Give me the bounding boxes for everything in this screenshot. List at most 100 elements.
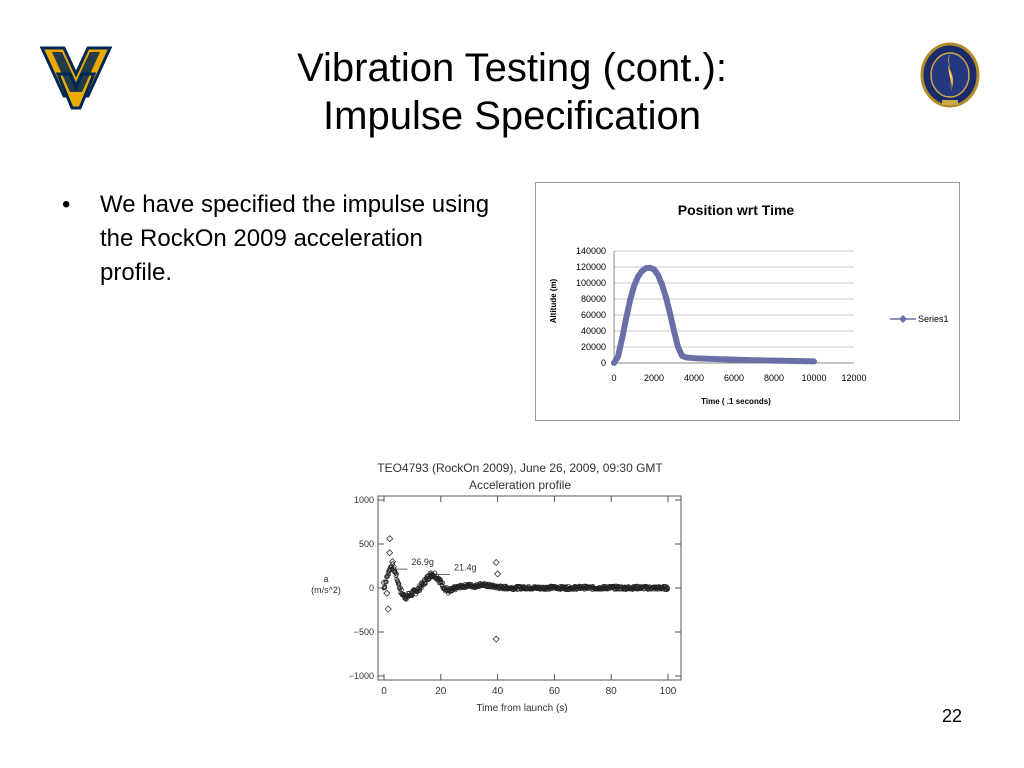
data-point (407, 593, 412, 598)
data-point (439, 582, 445, 588)
chart-subtitle: Acceleration profile (469, 478, 571, 492)
annotation-label: 21.4g (454, 562, 477, 572)
outlier-point (383, 589, 391, 597)
data-point (771, 357, 777, 364)
legend-label: Series1 (918, 314, 949, 324)
data-point (791, 358, 797, 364)
x-tick-label: 6000 (724, 373, 744, 383)
x-tick-label: 100 (660, 686, 677, 697)
title-line-2: Impulse Specification (323, 94, 701, 138)
series-line (611, 264, 817, 366)
x-tick-label: 80 (606, 686, 618, 697)
data-point (655, 272, 661, 278)
data-point (631, 283, 637, 290)
data-point (643, 265, 649, 272)
x-tick-label: 2000 (644, 373, 664, 383)
axis-ticks (378, 496, 681, 680)
x-tick-label: 12000 (841, 373, 866, 383)
data-point (627, 297, 633, 304)
slide-title: Vibration Testing (cont.): Impulse Speci… (150, 44, 874, 140)
outlier-point (388, 558, 397, 566)
x-tick-labels: 0 2000 4000 6000 8000 10000 12000 (611, 373, 866, 383)
data-point (611, 360, 617, 366)
data-point (659, 281, 665, 288)
data-point (811, 358, 817, 365)
page-number: 22 (941, 706, 962, 726)
bullet-symbol: • (62, 191, 71, 218)
outlier-point (380, 579, 388, 587)
y-tick-label: 500 (359, 539, 374, 549)
y-tick-label: 40000 (581, 326, 606, 336)
x-tick-label: 4000 (684, 373, 704, 383)
data-point (691, 355, 697, 362)
data-point (394, 571, 399, 577)
data-point (651, 266, 657, 273)
chart-title: Position wrt Time (678, 202, 795, 218)
outlier-point (492, 635, 500, 643)
data-point (731, 356, 737, 363)
y-tick-label: −500 (354, 627, 374, 637)
data-point (396, 581, 402, 587)
data-points (380, 535, 671, 643)
data-point (419, 585, 424, 591)
data-point (711, 356, 717, 362)
x-axis-label: Time ( .1 seconds) (701, 397, 771, 406)
data-point (619, 336, 625, 342)
y-tick-label: 120000 (576, 262, 606, 272)
y-tick-label: 0 (369, 583, 374, 593)
peak-annotations: 26.9g 21.4g (389, 557, 477, 575)
x-tick-label: 0 (611, 373, 616, 383)
y-tick-label: 0 (601, 358, 606, 368)
x-axis-label: Time from launch (s) (476, 703, 567, 714)
nasa-space-grant-seal-icon (920, 42, 980, 108)
data-point (394, 577, 399, 582)
data-point (635, 273, 641, 280)
data-point (665, 586, 671, 591)
chart-title: TEO4793 (RockOn 2009), June 26, 2009, 09… (377, 461, 663, 475)
position-chart: Position wrt Time 0 20000 40000 60000 80000 1… (535, 182, 960, 421)
y-tick-labels: 1000 500 0 −500 −1000 (349, 495, 374, 681)
y-tick-label: −1000 (349, 671, 374, 681)
outlier-point (386, 535, 394, 543)
y-axis-label: Altitude (m) (549, 278, 558, 323)
title-line-1: Vibration Testing (cont.): (297, 46, 727, 90)
data-point (615, 353, 621, 360)
chart-legend: Series1 (890, 314, 949, 324)
y-tick-labels: 0 20000 40000 60000 80000 100000 120000 140000 (576, 246, 606, 368)
annotation-label: 26.9g (411, 557, 434, 567)
x-tick-label: 0 (381, 686, 387, 697)
wv-logo-icon (39, 44, 113, 112)
data-point (751, 357, 757, 364)
data-point (398, 585, 403, 591)
data-point (390, 561, 395, 566)
x-tick-labels: 0 20 40 60 80 100 (381, 686, 677, 697)
data-point (393, 570, 399, 576)
data-point (396, 580, 401, 586)
x-tick-label: 8000 (764, 373, 784, 383)
y-tick-label: 80000 (581, 294, 606, 304)
data-point (623, 316, 629, 322)
y-axis-unit: (m/s^2) (311, 585, 341, 595)
y-tick-label: 20000 (581, 342, 606, 352)
y-tick-label: 60000 (581, 310, 606, 320)
data-point (675, 344, 681, 350)
x-tick-label: 10000 (801, 373, 826, 383)
data-point (683, 354, 689, 361)
y-tick-label: 1000 (354, 495, 374, 505)
x-tick-label: 60 (549, 686, 561, 697)
data-point (639, 268, 645, 274)
legend-marker (899, 315, 907, 323)
data-point (385, 572, 391, 578)
x-tick-label: 40 (492, 686, 504, 697)
data-point (671, 328, 677, 334)
y-tick-label: 140000 (576, 246, 606, 256)
data-point (438, 577, 443, 582)
outlier-point (386, 549, 394, 557)
outlier-point (384, 605, 392, 613)
data-point (423, 580, 428, 586)
y-tick-label: 100000 (576, 278, 606, 288)
bullet-text: We have specified the impulse using the … (100, 191, 490, 286)
data-point (667, 310, 673, 317)
acceleration-chart: TEO4793 (RockOn 2009), June 26, 2009, 09… (300, 456, 700, 718)
x-tick-label: 20 (435, 686, 447, 697)
